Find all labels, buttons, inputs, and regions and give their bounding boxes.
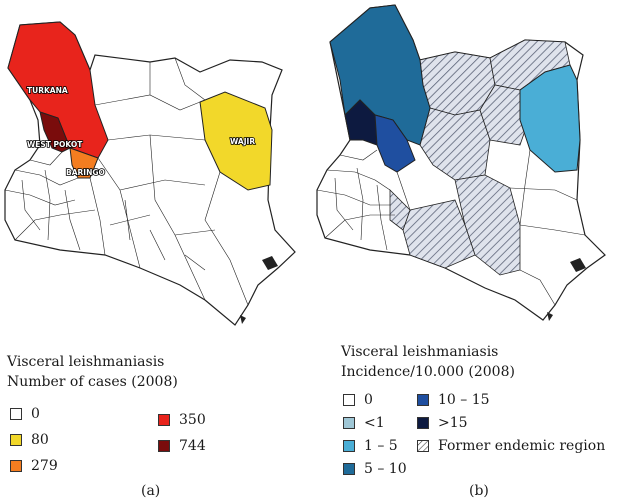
caption-a: (a) [141,483,161,499]
county-wajir-b [519,64,581,173]
kenya-map-cases: TURKANA WEST POKOT BARINGO WAJIR [4,21,296,326]
legend-swatch [10,460,22,472]
coast-island [547,312,553,321]
legend-title-b-1: Visceral leishmaniasis [341,344,499,360]
legend-item-a-3: 350 [158,412,206,428]
legend-swatch [343,440,355,452]
legend-item-b-1: <1 [343,415,385,431]
legend-title-b-2: Incidence/10.000 (2008) [341,364,515,380]
legend-item-b-3: 5 – 10 [343,461,407,477]
legend-swatch [343,463,355,475]
county-baringo-b [374,114,416,173]
kenya-map-incidence [316,4,606,321]
label-turkana: TURKANA [27,86,68,95]
legend-item-a-0: 0 [10,406,40,422]
legend-swatch [158,414,170,426]
district-boundaries [4,57,249,306]
hatch-swatch [417,440,429,452]
legend-item-b-4: 10 – 15 [417,392,490,408]
legend-swatch [10,408,22,420]
legend-item-a-1: 80 [10,432,49,448]
legend-item-a-2: 279 [10,458,58,474]
panel-b: Visceral leishmaniasis Incidence/10.000 … [315,0,629,504]
legend-item-b-2: 1 – 5 [343,438,398,454]
former-endemic-regions [389,39,571,276]
legend-swatch [417,417,429,429]
legend-swatch [343,417,355,429]
label-west-pokot: WEST POKOT [27,140,83,149]
legend-swatch [158,440,170,452]
district-boundaries [316,149,586,306]
legend-item-b-6: Former endemic region [417,438,605,454]
legend-item-a-4: 744 [158,438,206,454]
legend-swatch [10,434,22,446]
panel-a: TURKANA WEST POKOT BARINGO WAJIR Viscera… [4,21,296,499]
county-baringo [69,147,99,179]
label-baringo: BARINGO [66,168,105,177]
county-wajir [199,91,273,191]
legend-title-a-2: Number of cases (2008) [7,374,178,390]
legend-swatch [417,394,429,406]
legend-swatch [343,394,355,406]
legend-title-a-1: Visceral leishmaniasis [7,354,165,370]
label-wajir: WAJIR [230,137,255,146]
legend-item-b-0: 0 [343,392,373,408]
coast-island [570,258,586,272]
legend-item-b-5: >15 [417,415,468,431]
caption-b: (b) [469,483,489,499]
coast-island [240,315,246,324]
coast-island [262,256,278,270]
